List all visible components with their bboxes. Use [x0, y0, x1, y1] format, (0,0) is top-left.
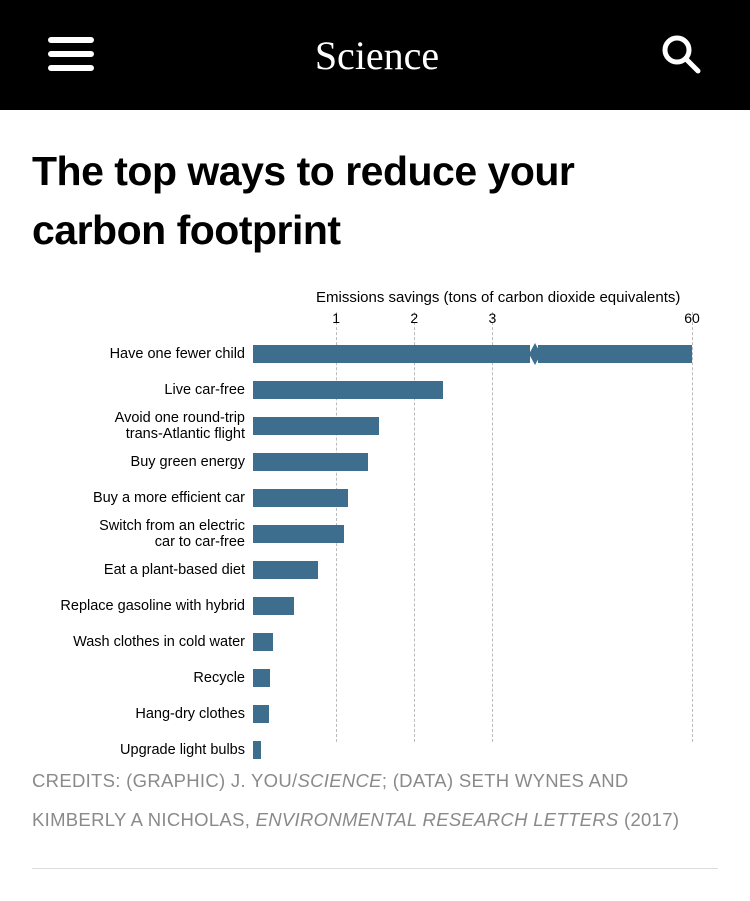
chart-row: Avoid one round-triptrans-Atlantic fligh…: [48, 408, 692, 444]
chart-credits: CREDITS: (GRAPHIC) J. YOU/SCIENCE; (DATA…: [32, 762, 718, 840]
credits-source-1: SCIENCE: [297, 770, 381, 791]
bar-track: [253, 633, 692, 651]
chart-row: Live car-free: [48, 372, 692, 408]
bar-track: [253, 597, 692, 615]
search-button[interactable]: [652, 25, 710, 86]
chart-row: Eat a plant-based diet: [48, 552, 692, 588]
axis-tick: 1: [332, 310, 340, 326]
site-logo: Science: [315, 32, 439, 79]
bar-label: Switch from an electriccar to car-free: [48, 518, 253, 550]
hamburger-icon: [48, 36, 94, 72]
axis-tick: 60: [684, 310, 700, 326]
bar: [253, 453, 368, 471]
bar: [253, 705, 269, 723]
bar-segment: [538, 345, 692, 363]
bar-label: Avoid one round-triptrans-Atlantic fligh…: [48, 410, 253, 442]
chart-row: Replace gasoline with hybrid: [48, 588, 692, 624]
carbon-footprint-chart: Emissions savings (tons of carbon dioxid…: [48, 289, 702, 742]
chart-row: Hang-dry clothes: [48, 696, 692, 732]
bar-label: Buy a more efficient car: [48, 490, 253, 506]
bar-track: [253, 453, 692, 471]
article-title: The top ways to reduce your carbon footp…: [32, 142, 718, 261]
site-header: Science: [0, 0, 750, 110]
bar: [253, 417, 379, 435]
bar-track: [253, 525, 692, 543]
bar-label: Have one fewer child: [48, 346, 253, 362]
bar-label: Buy green energy: [48, 454, 253, 470]
bar-label: Recycle: [48, 670, 253, 686]
bar-label: Wash clothes in cold water: [48, 634, 253, 650]
chart-rows: Have one fewer child Live car-free Avoid o…: [48, 336, 692, 768]
menu-button[interactable]: [40, 28, 102, 83]
bar-track: [253, 741, 692, 759]
chart-axis-title: Emissions savings (tons of carbon dioxid…: [316, 289, 702, 306]
bar: [253, 381, 443, 399]
bar-track: [253, 489, 692, 507]
bar-label: Eat a plant-based diet: [48, 562, 253, 578]
chart-row: Buy green energy: [48, 444, 692, 480]
bar-label: Hang-dry clothes: [48, 706, 253, 722]
bar: [253, 597, 294, 615]
bar-track: [253, 705, 692, 723]
bar-track: [253, 345, 692, 363]
credits-prefix: CREDITS: (GRAPHIC) J. YOU/: [32, 770, 297, 791]
chart-row: Recycle: [48, 660, 692, 696]
axis-tick: 2: [410, 310, 418, 326]
bar-track: [253, 561, 692, 579]
bar-label: Replace gasoline with hybrid: [48, 598, 253, 614]
bar-track: [253, 381, 692, 399]
chart-row: Upgrade light bulbs: [48, 732, 692, 768]
bar: [253, 561, 318, 579]
chart-row: Have one fewer child: [48, 336, 692, 372]
axis-tick: 3: [488, 310, 496, 326]
bar-label: Live car-free: [48, 382, 253, 398]
chart-plot-area: 1 2 3 60 Have one fewer child Live car-free A…: [48, 312, 702, 742]
bar: [253, 525, 344, 543]
chart-row: Buy a more efficient car: [48, 480, 692, 516]
bar: [253, 633, 273, 651]
bar-track: [253, 417, 692, 435]
bar-label: Upgrade light bulbs: [48, 742, 253, 758]
article-body: The top ways to reduce your carbon footp…: [0, 110, 750, 901]
bar-segment: [253, 345, 530, 363]
bar: [253, 489, 348, 507]
bar-track: [253, 669, 692, 687]
credits-suffix: (2017): [619, 809, 680, 830]
divider: [32, 868, 718, 869]
bar: [253, 741, 261, 759]
credits-source-2: ENVIRONMENTAL RESEARCH LETTERS: [256, 809, 619, 830]
bar: [253, 669, 270, 687]
search-icon: [660, 33, 702, 75]
chart-row: Wash clothes in cold water: [48, 624, 692, 660]
chart-row: Switch from an electriccar to car-free: [48, 516, 692, 552]
